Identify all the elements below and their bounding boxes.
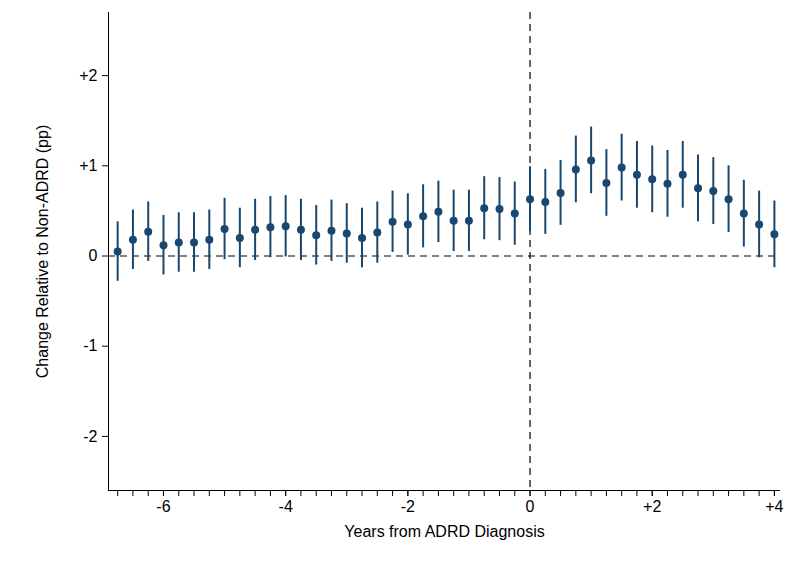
svg-text:Change Relative to Non-ADRD (p: Change Relative to Non-ADRD (pp)	[34, 125, 51, 378]
svg-text:-2: -2	[83, 428, 97, 445]
svg-text:0: 0	[526, 498, 535, 515]
svg-text:-1: -1	[83, 337, 97, 354]
svg-text:Years from ADRD Diagnosis: Years from ADRD Diagnosis	[344, 523, 544, 540]
svg-text:-2: -2	[401, 498, 415, 515]
svg-text:0: 0	[89, 247, 98, 264]
svg-text:+2: +2	[79, 67, 97, 84]
svg-text:-4: -4	[279, 498, 293, 515]
svg-text:-6: -6	[156, 498, 170, 515]
svg-text:+1: +1	[79, 157, 97, 174]
svg-text:+2: +2	[643, 498, 661, 515]
svg-text:+4: +4	[765, 498, 783, 515]
